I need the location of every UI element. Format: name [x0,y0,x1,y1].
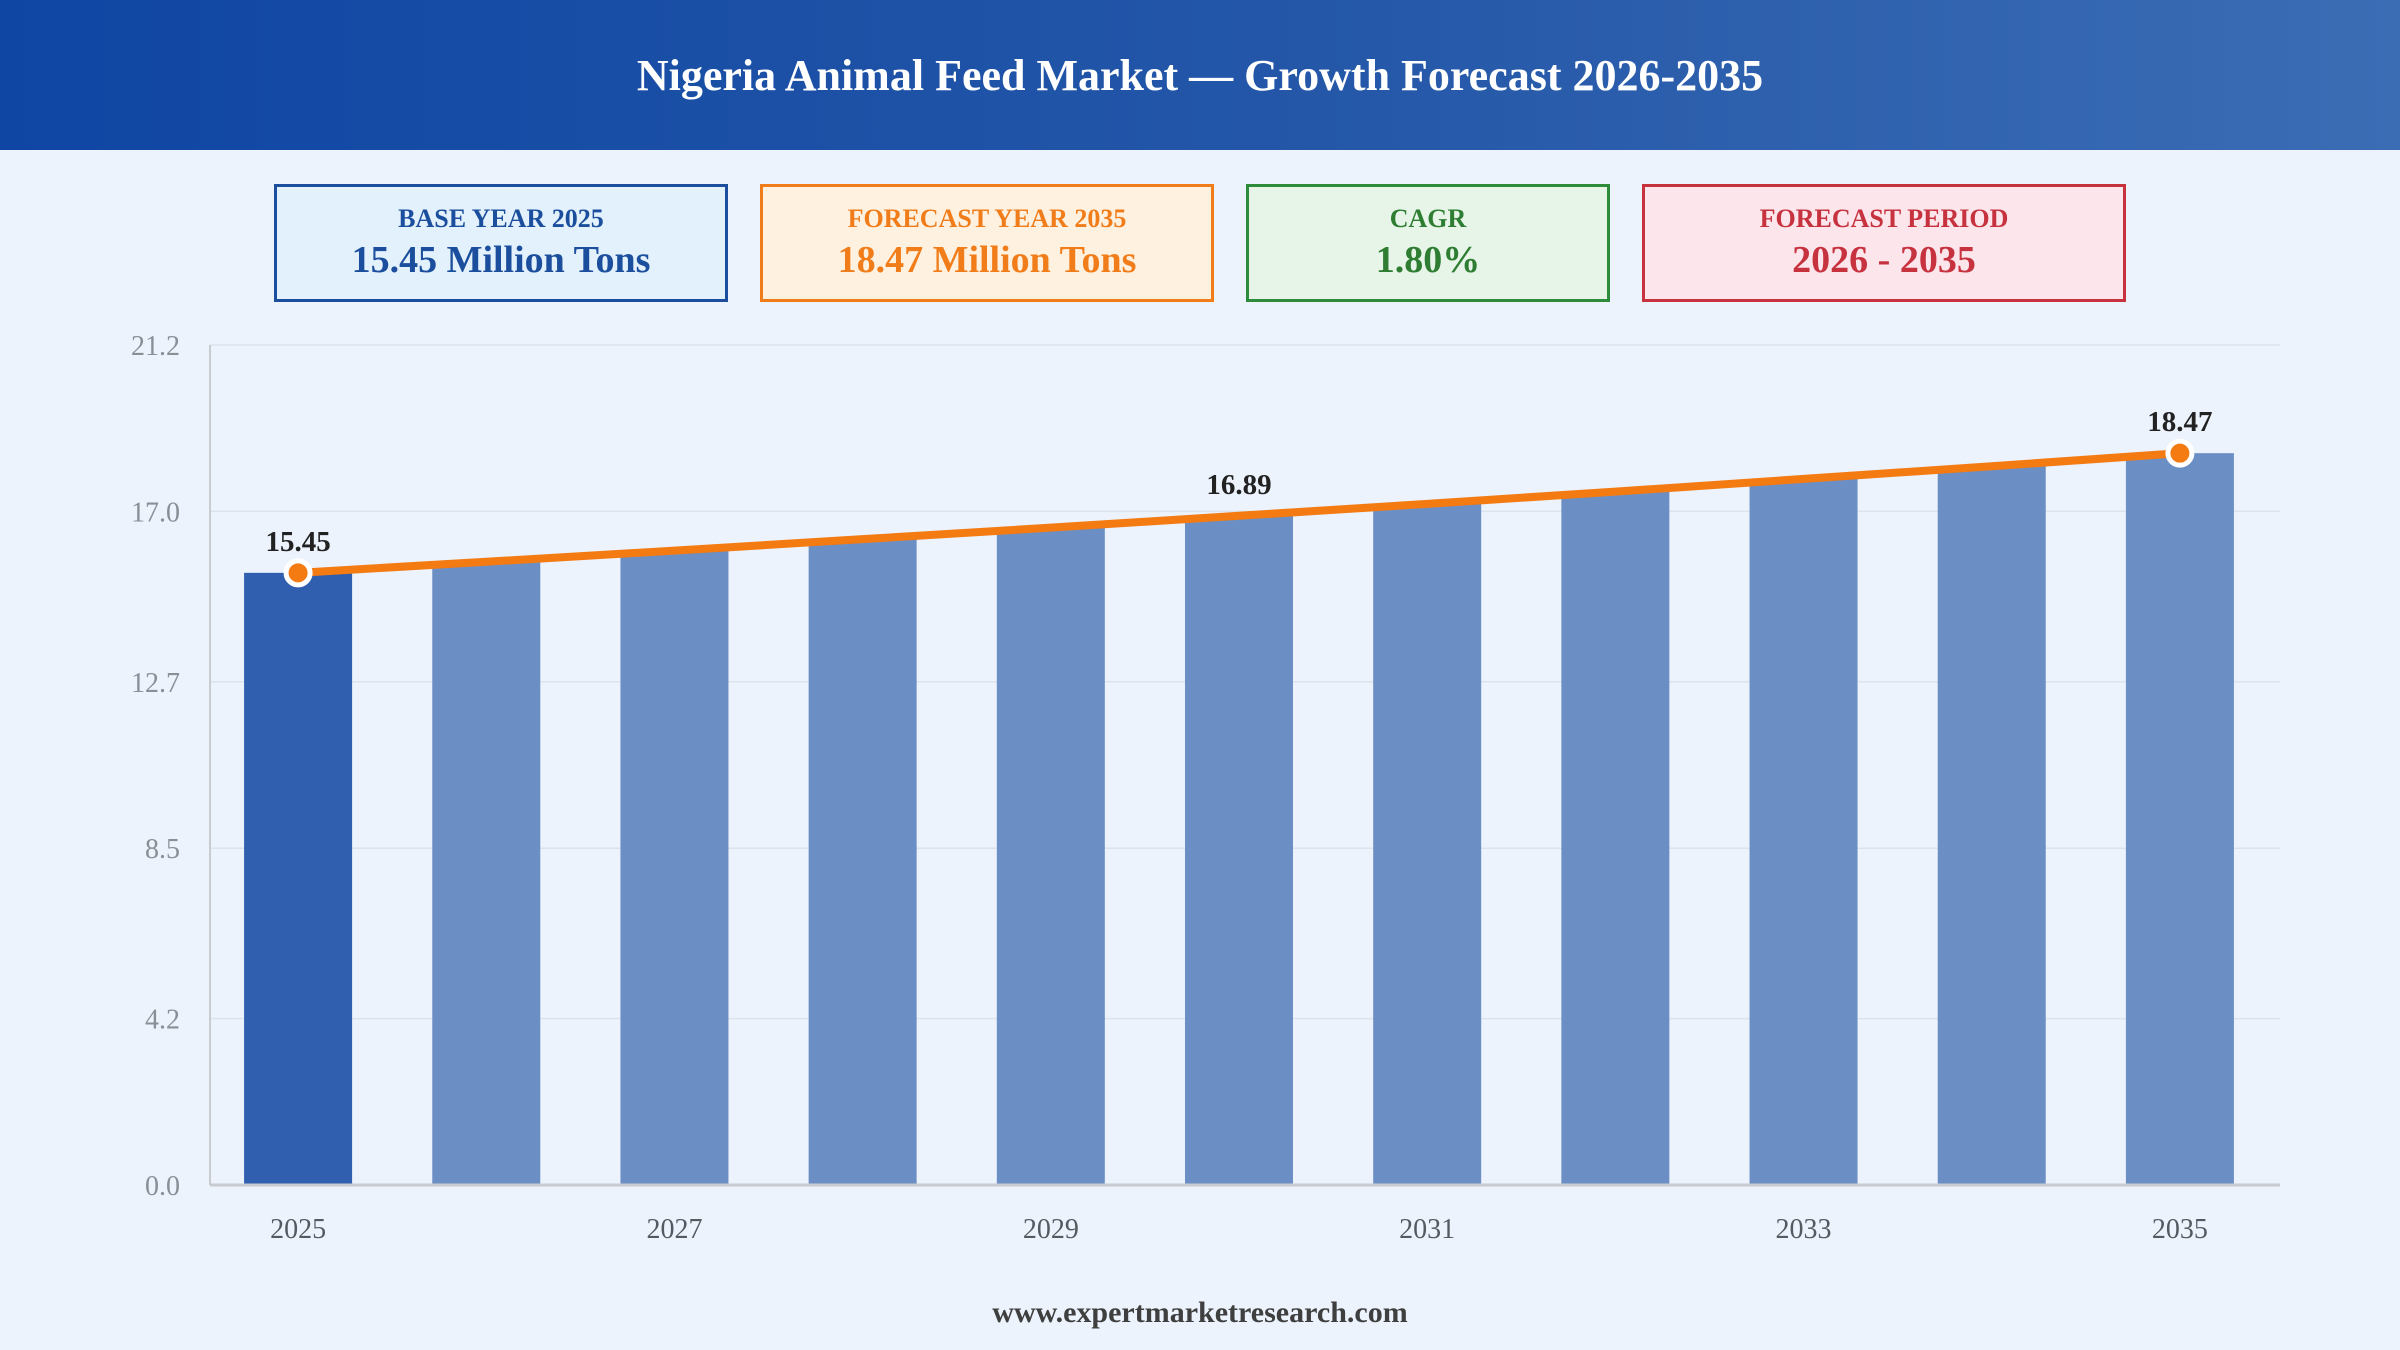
bar-2034 [1937,466,2046,1186]
bar-2033 [1749,478,1858,1185]
kpi-base-label: BASE YEAR 2025 [398,204,604,233]
bar-2026 [432,561,541,1185]
kpi-forecast-label: FORECAST YEAR 2035 [847,204,1127,233]
kpi-base-value: 15.45 Million Tons [351,239,651,281]
kpi-card-forecast-period: FORECAST PERIOD 2026 - 2035 [1642,184,2126,302]
kpi-card-base-year: BASE YEAR 2025 15.45 Million Tons [274,184,728,302]
y-tick-label: 0.0 [145,1171,180,1202]
kpi-forecast-value: 18.47 Million Tons [837,239,1137,281]
trend-line [294,449,2184,577]
data-label-2030: 16.89 [1206,469,1271,501]
kpi-row: BASE YEAR 2025 15.45 Million Tons FORECA… [0,184,2400,308]
y-tick-label: 8.5 [145,834,180,865]
kpi-period-label: FORECAST PERIOD [1759,204,2009,233]
trend-marker-2025 [283,558,313,588]
bars [244,453,2234,1186]
kpi-cagr-label: CAGR [1389,204,1467,233]
trend-marker-2035 [2165,438,2195,468]
data-labels: 15.45 16.89 18.47 [265,406,2212,558]
x-tick-label: 2029 [1023,1214,1079,1245]
y-tick-label: 4.2 [145,1005,180,1036]
bar-2025 [244,572,353,1185]
x-tick-label: 2027 [646,1214,702,1245]
trend-line-group [283,438,2195,588]
data-label-2035: 18.47 [2147,406,2212,438]
page-title: Nigeria Animal Feed Market — Growth Fore… [636,50,1764,100]
bar-2032 [1561,491,1670,1185]
bar-2029 [996,527,1105,1185]
header-banner: Nigeria Animal Feed Market — Growth Fore… [0,0,2400,150]
y-tick-label: 21.2 [131,331,180,362]
data-label-2025: 15.45 [265,526,330,558]
kpi-card-forecast-year: FORECAST YEAR 2035 18.47 Million Tons [760,184,1214,302]
y-tick-label: 17.0 [131,497,180,528]
bar-2028 [808,539,917,1185]
source-footer: www.expertmarketresearch.com [992,1296,1408,1329]
y-tick-label: 12.7 [131,668,180,699]
bar-2027 [620,550,729,1185]
x-tick-label: 2031 [1399,1214,1455,1245]
x-tick-label: 2033 [1776,1214,1832,1245]
x-tick-label: 2035 [2152,1214,2208,1245]
kpi-cagr-value: 1.80% [1375,239,1481,281]
x-tick-label: 2025 [270,1214,326,1245]
kpi-period-value: 2026 - 2035 [1792,239,1976,281]
kpi-card-cagr: CAGR 1.80% [1246,184,1610,302]
bar-2030 [1185,515,1293,1185]
bar-2031 [1373,503,1482,1185]
axes: 0.0 4.2 8.5 12.7 17.0 21.2 2025 2027 2029 2031 203… [131,331,2280,1245]
bar-2035 [2125,453,2234,1185]
